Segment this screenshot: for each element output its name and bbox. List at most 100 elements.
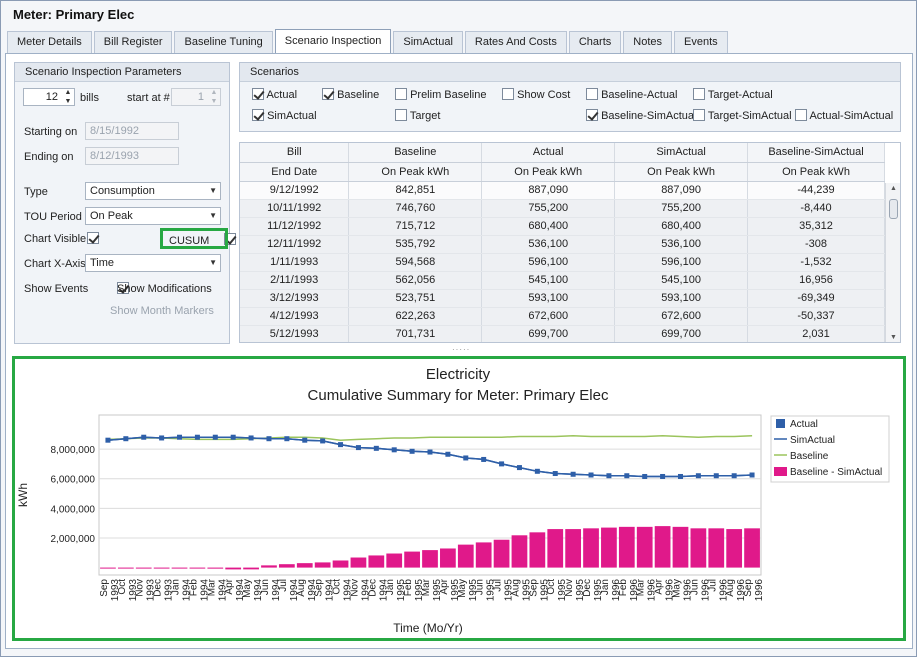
- column-header[interactable]: Actual: [481, 143, 616, 163]
- tab-simactual[interactable]: SimActual: [393, 31, 463, 53]
- show-events-checkbox[interactable]: [117, 282, 130, 294]
- spin-down-icon[interactable]: ▼: [64, 98, 72, 105]
- chart-x-axis-select[interactable]: Time ▼: [85, 254, 221, 272]
- tab-events[interactable]: Events: [674, 31, 728, 53]
- table-cell: 4/12/1993: [240, 307, 350, 326]
- point-actual: [105, 437, 111, 443]
- point-actual: [660, 473, 666, 479]
- scenario-simactual-checkbox[interactable]: [252, 109, 264, 121]
- scenario-baseline-simactual[interactable]: Baseline-SimActual: [586, 109, 696, 122]
- spin-up-icon[interactable]: ▲: [210, 89, 218, 96]
- column-header[interactable]: SimActual: [614, 143, 749, 163]
- bills-count-input[interactable]: 12: [23, 88, 75, 106]
- x-tick-label: 1994: [253, 579, 264, 602]
- column-subheader[interactable]: On Peak kWh: [614, 162, 749, 182]
- scenario-target-checkbox[interactable]: [395, 109, 407, 121]
- dropdown-arrow-icon: ▼: [209, 186, 217, 195]
- column-header[interactable]: Bill: [240, 143, 350, 163]
- tab-meter-details[interactable]: Meter Details: [7, 31, 92, 53]
- scroll-down-icon[interactable]: ▼: [890, 334, 897, 341]
- table-row[interactable]: 10/11/1992 746,760 755,200 755,200 -8,440: [240, 199, 885, 218]
- table-row[interactable]: 9/12/1992 842,851 887,090 887,090 -44,239: [240, 181, 885, 200]
- x-tick-label: 1993: [128, 579, 139, 602]
- bar-baseline-simactual: [350, 557, 367, 568]
- table-row[interactable]: 5/12/1993 701,731 699,700 699,700 2,031: [240, 325, 885, 342]
- table-cell: -44,239: [747, 181, 885, 200]
- table-row[interactable]: 1/11/1993 594,568 596,100 596,100 -1,532: [240, 253, 885, 272]
- x-tick-label: Aug: [296, 579, 307, 597]
- ending-on-field[interactable]: 8/12/1993: [85, 147, 179, 165]
- table-row[interactable]: 3/12/1993 523,751 593,100 593,100 -69,349: [240, 289, 885, 308]
- x-tick-label: Mar: [636, 578, 647, 596]
- starting-on-field[interactable]: 8/15/1992: [85, 122, 179, 140]
- table-cell: 887,090: [481, 181, 616, 200]
- x-tick-label: Nov: [349, 579, 360, 597]
- scenario-baseline[interactable]: Baseline: [322, 88, 379, 101]
- scenario-actual[interactable]: Actual: [252, 88, 297, 101]
- spin-up-icon[interactable]: ▲: [64, 89, 72, 96]
- tab-charts[interactable]: Charts: [568, 31, 622, 53]
- type-select[interactable]: Consumption ▼: [85, 182, 221, 200]
- x-tick-label: 1996: [718, 579, 729, 602]
- column-header[interactable]: Baseline-SimActual: [747, 143, 885, 163]
- splitter-grip-icon[interactable]: ·····: [452, 345, 471, 354]
- scroll-up-icon[interactable]: ▲: [890, 185, 897, 192]
- scenario-target-actual[interactable]: Target-Actual: [693, 88, 773, 101]
- start-at-spinner[interactable]: ▲ ▼: [209, 88, 219, 106]
- scenario-target-actual-checkbox[interactable]: [693, 88, 705, 100]
- tab-baseline-tuning[interactable]: Baseline Tuning: [174, 31, 273, 53]
- scenario-actual-checkbox[interactable]: [252, 88, 264, 100]
- bills-spinner[interactable]: ▲ ▼: [63, 88, 73, 106]
- table-row[interactable]: 12/11/1992 535,792 536,100 536,100 -308: [240, 235, 885, 254]
- scenario-actual-simactual[interactable]: Actual-SimActual: [795, 109, 893, 122]
- scenario-baseline-checkbox[interactable]: [322, 88, 334, 100]
- column-header[interactable]: Baseline: [348, 143, 483, 163]
- scenario-baseline-actual-checkbox[interactable]: [586, 88, 598, 100]
- x-tick-label: 1996: [736, 579, 747, 602]
- table-row[interactable]: 11/12/1992 715,712 680,400 680,400 35,312: [240, 217, 885, 236]
- x-tick-label: Oct: [546, 579, 557, 595]
- scenario-simactual[interactable]: SimActual: [252, 109, 317, 122]
- spin-down-icon[interactable]: ▼: [210, 98, 218, 105]
- scroll-thumb[interactable]: [889, 199, 898, 219]
- scenario-show-cost-checkbox[interactable]: [502, 88, 514, 100]
- scenario-target[interactable]: Target: [395, 109, 440, 122]
- tab-notes[interactable]: Notes: [623, 31, 673, 53]
- table-cell: 596,100: [481, 253, 616, 272]
- table-row[interactable]: 4/12/1993 622,263 672,600 672,600 -50,337: [240, 307, 885, 326]
- scenario-prelim-baseline-checkbox[interactable]: [395, 88, 407, 100]
- scenario-baseline-simactual-checkbox[interactable]: [586, 109, 598, 121]
- table-cell: 755,200: [481, 199, 616, 218]
- x-axis-label: Time (Mo/Yr): [393, 621, 463, 635]
- bar-baseline-simactual: [153, 567, 170, 569]
- column-subheader[interactable]: On Peak kWh: [481, 162, 616, 182]
- tab-rates-and-costs[interactable]: Rates And Costs: [464, 31, 567, 53]
- scenario-show-cost[interactable]: Show Cost: [502, 88, 570, 101]
- start-at-input[interactable]: 1: [171, 88, 221, 106]
- tab-scenario-inspection[interactable]: Scenario Inspection: [274, 29, 392, 53]
- scenario-prelim-baseline[interactable]: Prelim Baseline: [395, 88, 486, 101]
- scenario-actual-simactual-checkbox[interactable]: [795, 109, 807, 121]
- table-row[interactable]: 2/11/1993 562,056 545,100 545,100 16,956: [240, 271, 885, 290]
- bar-baseline-simactual: [744, 528, 760, 568]
- scenario-target-simactual-checkbox[interactable]: [693, 109, 705, 121]
- point-actual: [588, 472, 594, 478]
- table-cell: 755,200: [614, 199, 749, 218]
- column-subheader[interactable]: On Peak kWh: [348, 162, 483, 182]
- table-cell: 562,056: [348, 271, 483, 290]
- point-actual: [463, 455, 469, 461]
- show-month-markers-label: Show Month Markers: [110, 305, 214, 317]
- tou-period-select[interactable]: On Peak ▼: [85, 207, 221, 225]
- x-tick-label: Sep: [99, 579, 110, 597]
- scenario-target-simactual[interactable]: Target-SimActual: [693, 109, 792, 122]
- x-tick-label: 1994: [360, 579, 371, 602]
- bar-baseline-simactual: [475, 542, 492, 568]
- table-cell: 746,760: [348, 199, 483, 218]
- chart-visible-checkbox[interactable]: [87, 232, 99, 244]
- column-subheader[interactable]: End Date: [240, 162, 350, 182]
- tab-bill-register[interactable]: Bill Register: [93, 31, 173, 53]
- grid-scrollbar[interactable]: ▲ ▼: [885, 183, 900, 342]
- table-cell: 672,600: [481, 307, 616, 326]
- scenario-baseline-actual[interactable]: Baseline-Actual: [586, 88, 678, 101]
- column-subheader[interactable]: On Peak kWh: [747, 162, 885, 182]
